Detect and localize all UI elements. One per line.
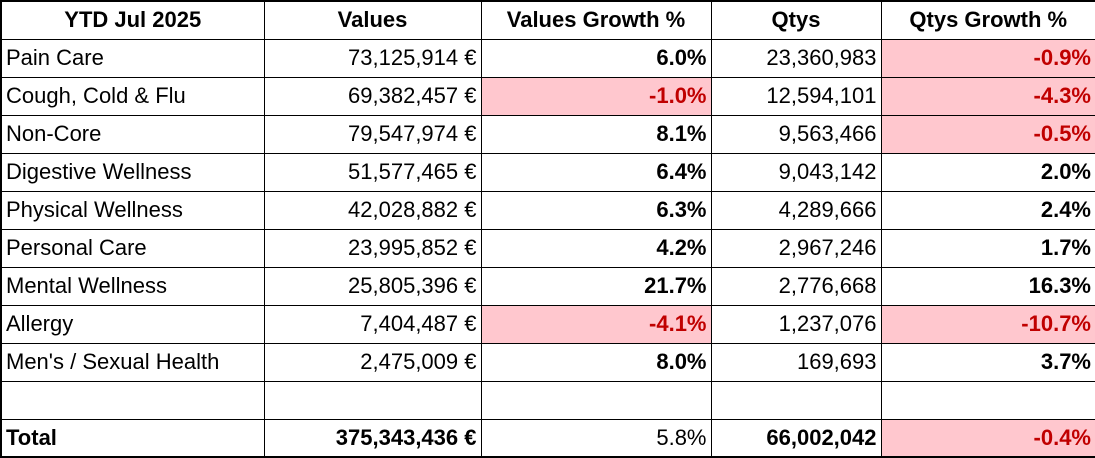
empty-row — [0, 380, 1095, 420]
table-cell: 2.4% — [880, 190, 1095, 230]
table-cell: 2,475,009 € — [263, 342, 482, 382]
total-row: Total 375,343,436 €5.8% 66,002,042 -0.4% — [0, 418, 1095, 458]
table-cell: 2.0% — [880, 152, 1095, 192]
table-cell: 4,289,666 — [710, 190, 882, 230]
table-cell: 9,043,142 — [710, 152, 882, 192]
table-cell: 51,577,465 € — [263, 152, 482, 192]
table-cell: 16.3% — [880, 266, 1095, 306]
table-cell: Men's / Sexual Health — [0, 342, 265, 382]
header-row: YTD Jul 2025 Values Values Growth % Qtys Qty… — [0, 0, 1095, 40]
table-cell: 25,805,396 € — [263, 266, 482, 306]
table-cell: 5.8% — [480, 418, 712, 458]
empty-cell — [710, 380, 882, 420]
empty-cell — [0, 380, 265, 420]
table-cell: Personal Care — [0, 228, 265, 268]
table-cell: 2,776,668 — [710, 266, 882, 306]
table-cell: 4.2% — [480, 228, 712, 268]
table-cell: -0.9% — [880, 38, 1095, 78]
table-cell: 9,563,466 — [710, 114, 882, 154]
table-cell: 42,028,882 € — [263, 190, 482, 230]
table-cell: 8.0% — [480, 342, 712, 382]
table-row: Physical Wellness 42,028,882 €6.3% 4,289,6… — [0, 190, 1095, 230]
column-header: YTD Jul 2025 — [0, 0, 265, 40]
table-cell: 12,594,101 — [710, 76, 882, 116]
table-cell: -4.3% — [880, 76, 1095, 116]
empty-cell — [263, 380, 482, 420]
table-cell: 79,547,974 € — [263, 114, 482, 154]
table-row: Non-Core 79,547,974 €8.1% 9,563,466 -0.5% — [0, 114, 1095, 154]
table-cell: 7,404,487 € — [263, 304, 482, 344]
table-cell: -0.4% — [880, 418, 1095, 458]
table-cell: 375,343,436 € — [263, 418, 482, 458]
table-cell: 69,382,457 € — [263, 76, 482, 116]
table-row: Mental Wellness 25,805,396 €21.7% 2,776,66… — [0, 266, 1095, 306]
table-cell: 1.7% — [880, 228, 1095, 268]
table-row: Men's / Sexual Health 2,475,009 €8.0% 169,… — [0, 342, 1095, 382]
table-cell: 169,693 — [710, 342, 882, 382]
table-cell: 2,967,246 — [710, 228, 882, 268]
table-row: Digestive Wellness 51,577,465 €6.4% 9,043,… — [0, 152, 1095, 192]
table-cell: Non-Core — [0, 114, 265, 154]
table-row: Cough, Cold & Flu 69,382,457 € -1.0% 12,594… — [0, 76, 1095, 116]
table-cell: Allergy — [0, 304, 265, 344]
table-cell: 3.7% — [880, 342, 1095, 382]
table-cell: 23,360,983 — [710, 38, 882, 78]
table-cell: Mental Wellness — [0, 266, 265, 306]
column-header: Values — [263, 0, 482, 40]
table-cell: 6.3% — [480, 190, 712, 230]
column-header: Qtys Growth % — [880, 0, 1095, 40]
table-row: Personal Care 23,995,852 €4.2% 2,967,246 1.… — [0, 228, 1095, 268]
table-body: Pain Care 73,125,914 €6.0% 23,360,983 -0.9%… — [0, 38, 1095, 458]
table-cell: -4.1% — [480, 304, 712, 344]
table-cell: 73,125,914 € — [263, 38, 482, 78]
table-cell: 8.1% — [480, 114, 712, 154]
column-header: Qtys — [710, 0, 882, 40]
table-cell: 6.0% — [480, 38, 712, 78]
column-header: Values Growth % — [480, 0, 712, 40]
table-cell: 66,002,042 — [710, 418, 882, 458]
table-row: Allergy 7,404,487 € -4.1% 1,237,076 -10.7% — [0, 304, 1095, 344]
table-cell: Physical Wellness — [0, 190, 265, 230]
table-cell: -10.7% — [880, 304, 1095, 344]
empty-cell — [880, 380, 1095, 420]
table-cell: Digestive Wellness — [0, 152, 265, 192]
table-cell: 1,237,076 — [710, 304, 882, 344]
table-cell: Cough, Cold & Flu — [0, 76, 265, 116]
table-cell: -1.0% — [480, 76, 712, 116]
empty-cell — [480, 380, 712, 420]
table-cell: 6.4% — [480, 152, 712, 192]
table-cell: -0.5% — [880, 114, 1095, 154]
table-row: Pain Care 73,125,914 €6.0% 23,360,983 -0.9% — [0, 38, 1095, 78]
table-cell: 21.7% — [480, 266, 712, 306]
table-cell: Total — [0, 418, 265, 458]
table-cell: 23,995,852 € — [263, 228, 482, 268]
table-cell: Pain Care — [0, 38, 265, 78]
